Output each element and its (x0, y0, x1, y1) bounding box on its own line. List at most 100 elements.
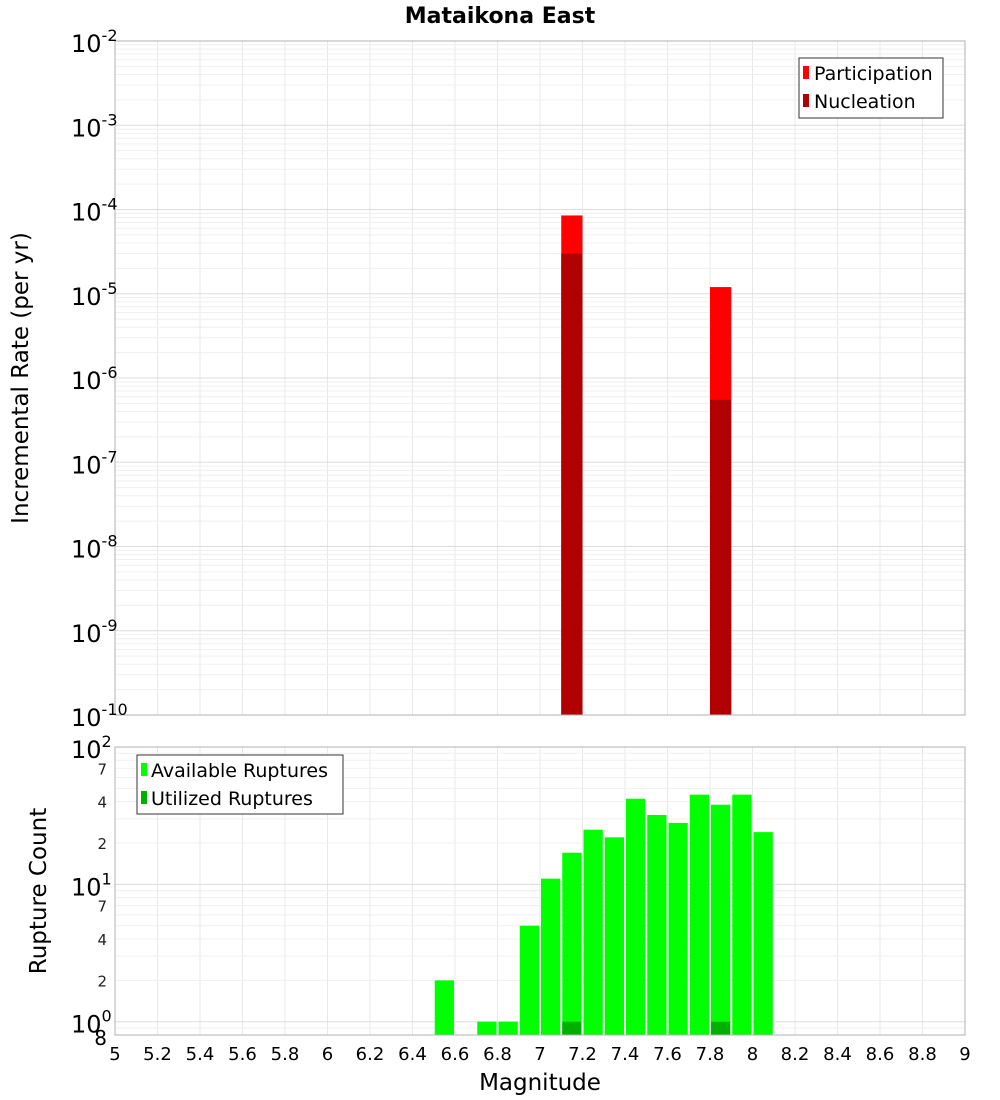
top-y-tick-label-base: 10 (71, 199, 102, 227)
bottom-y-tick-label-exp: 0 (102, 1007, 112, 1026)
x-tick-label: 8.6 (866, 1044, 895, 1065)
bottom-y-minor-tick-label: 7 (97, 760, 107, 778)
available-ruptures-bar (732, 794, 752, 1035)
top-plot-frame (114, 40, 966, 716)
top-y-tick-label: 10-2 (71, 26, 118, 58)
top-y-tick-label: 10-8 (71, 532, 118, 564)
available-ruptures-bar (498, 1021, 518, 1035)
bottom-y-tick-label-exp: 2 (102, 732, 112, 751)
x-tick-label: 5.2 (143, 1044, 172, 1065)
x-tick-label: 9 (959, 1044, 970, 1065)
bottom-y-minor-tick-label: 4 (97, 931, 107, 949)
bottom-y-minor-tick-label: 4 (97, 794, 107, 812)
available-ruptures-bar (519, 925, 539, 1035)
bottom-y-tick-label-exp: 1 (102, 869, 112, 888)
top-y-tick-label: 10-10 (71, 700, 128, 732)
bottom-legend-swatch (141, 791, 147, 804)
top-y-tick-label-base: 10 (71, 620, 102, 648)
bottom-y-minor-tick-label: 2 (97, 835, 107, 853)
bottom-plot-frame (114, 746, 966, 1036)
nucleation-bar (710, 399, 732, 715)
x-tick-label: 7.4 (611, 1044, 640, 1065)
available-ruptures-bar (583, 829, 603, 1035)
top-y-tick-label: 10-5 (71, 279, 118, 311)
available-ruptures-bar (604, 837, 624, 1035)
x-tick-label: 7.2 (568, 1044, 597, 1065)
bottom-y-tick-label-base: 10 (71, 1011, 102, 1039)
available-ruptures-bar (647, 814, 667, 1035)
top-y-tick-label-exp: -9 (102, 616, 118, 635)
top-y-tick-label: 10-3 (71, 110, 118, 142)
top-y-tick-label: 10-9 (71, 616, 118, 648)
top-y-tick-label-base: 10 (71, 367, 102, 395)
bottom-y-tick-label-base: 10 (71, 873, 102, 901)
top-y-tick-label-exp: -10 (102, 700, 128, 719)
available-ruptures-bar (477, 1021, 497, 1035)
x-tick-label: 8.8 (908, 1044, 937, 1065)
x-tick-label: 6.6 (441, 1044, 470, 1065)
bottom-y-minor-tick-label: 8 (94, 1026, 107, 1050)
bottom-y-tick-label: 102 (71, 732, 112, 764)
bottom-y-tick-label-base: 10 (71, 736, 102, 764)
top-y-tick-label: 10-6 (71, 363, 118, 395)
x-tick-label: 6 (322, 1044, 333, 1065)
bottom-y-minor-tick-label: 7 (97, 898, 107, 916)
top-y-tick-label-base: 10 (71, 283, 102, 311)
bottom-legend-swatch (141, 763, 147, 776)
top-y-tick-label: 10-7 (71, 447, 118, 479)
x-axis-label: Magnitude (479, 1070, 601, 1096)
available-ruptures-bar (626, 798, 646, 1035)
x-tick-label: 7.6 (653, 1044, 682, 1065)
top-legend-box (798, 57, 944, 119)
utilized-ruptures-bar (711, 1021, 731, 1035)
top-y-tick-label-exp: -5 (102, 279, 118, 298)
bottom-y-tick-label: 101 (71, 869, 112, 901)
top-y-tick-label-exp: -7 (102, 447, 118, 466)
top-y-tick-label-exp: -3 (102, 110, 118, 129)
top-legend-swatch (803, 66, 809, 79)
utilized-ruptures-bar (562, 1021, 582, 1035)
available-ruptures-bar (753, 832, 773, 1035)
x-tick-label: 8 (747, 1044, 758, 1065)
x-tick-label: 7 (534, 1044, 545, 1065)
x-tick-label: 7.8 (696, 1044, 725, 1065)
available-ruptures-bar (562, 852, 582, 1035)
top-y-tick-label-base: 10 (71, 451, 102, 479)
x-tick-label: 8.4 (823, 1044, 852, 1065)
top-y-axis-label: Incremental Rate (per yr) (8, 232, 34, 524)
bottom-legend-label: Available Ruptures (151, 760, 328, 782)
top-legend-label: Participation (814, 63, 933, 85)
x-tick-label: 5 (109, 1044, 120, 1065)
x-tick-label: 5.4 (186, 1044, 215, 1065)
x-tick-label: 5.6 (228, 1044, 257, 1065)
top-y-tick-label-exp: -2 (102, 26, 118, 45)
top-y-tick-label: 10-4 (71, 195, 118, 227)
bottom-y-tick-label: 100 (71, 1007, 112, 1039)
bottom-legend-label: Utilized Ruptures (151, 788, 313, 810)
bottom-legend-box (136, 754, 344, 815)
available-ruptures-bar (541, 878, 561, 1035)
chart-title: Mataikona East (405, 4, 596, 29)
top-legend-label: Nucleation (814, 91, 916, 113)
top-y-tick-label-exp: -4 (102, 195, 118, 214)
available-ruptures-bar (434, 980, 454, 1035)
x-tick-label: 6.2 (356, 1044, 385, 1065)
bottom-y-minor-tick-label: 2 (97, 972, 107, 990)
x-tick-label: 8.2 (781, 1044, 810, 1065)
top-y-tick-label-exp: -6 (102, 363, 118, 382)
top-y-tick-label-base: 10 (71, 536, 102, 564)
top-y-tick-label-base: 10 (71, 114, 102, 142)
top-y-tick-label-base: 10 (71, 30, 102, 58)
top-legend-swatch (803, 94, 809, 107)
available-ruptures-bar (689, 794, 709, 1035)
top-y-tick-label-base: 10 (71, 704, 102, 732)
available-ruptures-bar (711, 804, 731, 1035)
x-tick-label: 5.8 (271, 1044, 300, 1065)
x-tick-label: 6.8 (483, 1044, 512, 1065)
nucleation-bar (561, 253, 583, 715)
available-ruptures-bar (668, 822, 688, 1035)
x-tick-label: 6.4 (398, 1044, 427, 1065)
top-y-tick-label-exp: -8 (102, 532, 118, 551)
